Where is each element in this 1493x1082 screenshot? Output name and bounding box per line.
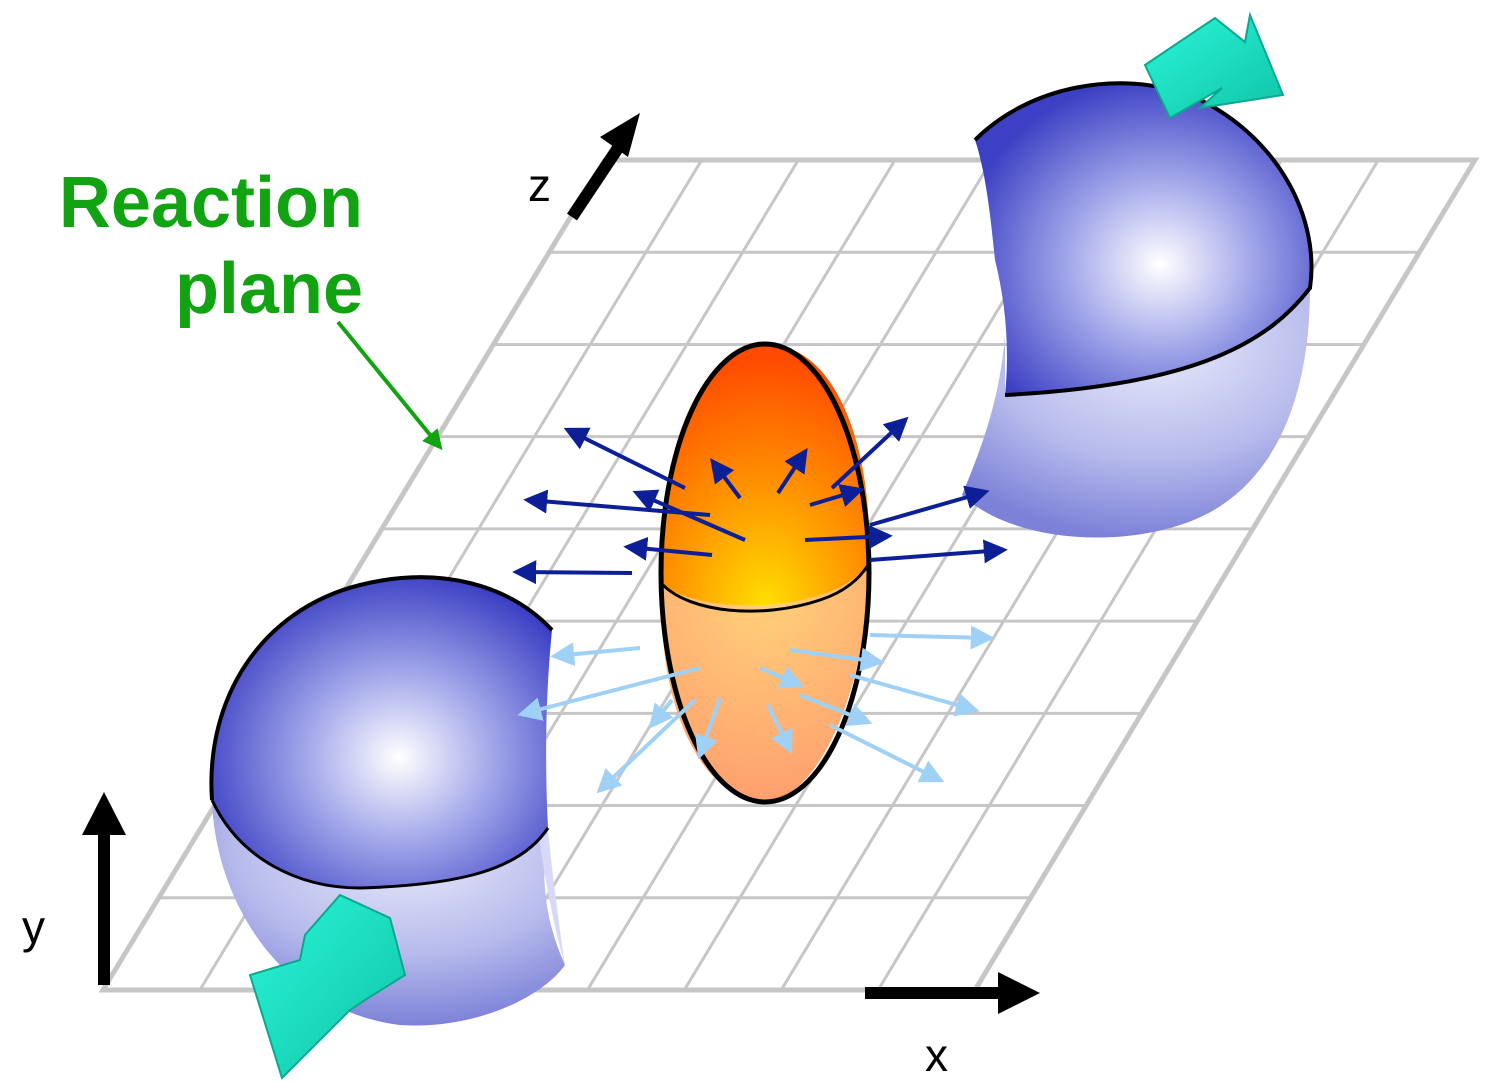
flow-arrow-above-plane [632, 489, 746, 542]
axis-label-y: y [22, 901, 45, 953]
flow-arrows [512, 416, 1008, 794]
flow-arrow-below-plane [759, 666, 805, 689]
beam-direction-arrow-top [1143, 11, 1285, 120]
axis-label-x: x [925, 1029, 948, 1081]
flow-arrow-below-plane [869, 625, 995, 650]
flow-arrow-above-plane [869, 485, 990, 527]
axis-label-z: z [528, 159, 551, 211]
fireball-overlap-region [658, 341, 872, 805]
flow-arrow-above-plane [623, 536, 713, 561]
flow-arrow-above-plane [804, 524, 893, 549]
beam-direction-arrow-bottom [248, 893, 407, 1080]
reaction-label-line1: Reaction [58, 163, 363, 243]
flow-arrow-below-plane [695, 697, 722, 760]
flow-arrow-above-plane [830, 416, 909, 490]
flow-arrow-below-plane [799, 693, 873, 727]
flow-arrow-below-plane [849, 673, 980, 717]
flow-arrow-below-plane [766, 704, 793, 755]
reaction-plane-pointer [336, 320, 443, 451]
reaction-label-line2: plane [174, 249, 363, 329]
flow-arrow-above-plane [710, 458, 742, 500]
flow-arrow-above-plane [869, 539, 1008, 564]
flow-arrow-below-plane [550, 642, 641, 667]
flow-arrow-below-plane [649, 698, 674, 729]
flow-arrow-above-plane [563, 427, 686, 490]
flow-arrow-below-plane [517, 666, 701, 721]
flow-arrow-below-plane [829, 723, 945, 783]
flow-arrow-below-plane [789, 647, 885, 672]
axis-arrows [82, 113, 1040, 1014]
flow-arrow-above-plane [776, 447, 808, 495]
flow-arrow-above-plane [809, 484, 865, 508]
flow-arrow-below-plane [596, 698, 697, 794]
flow-arrow-above-plane [512, 560, 633, 585]
reaction-plane-label: Reaction plane [28, 160, 363, 332]
nucleus-right [962, 81, 1314, 538]
